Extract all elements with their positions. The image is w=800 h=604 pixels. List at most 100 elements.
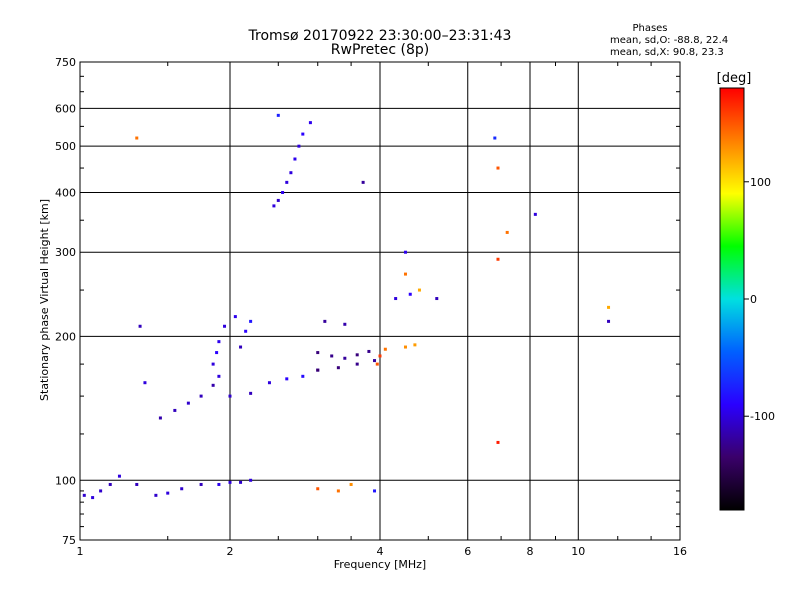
colorbar-tick-label: 100 — [750, 176, 771, 189]
data-point — [166, 491, 170, 495]
data-point — [158, 416, 162, 420]
x-tick-label: 16 — [673, 545, 687, 558]
data-point — [228, 394, 232, 398]
data-point — [276, 198, 280, 202]
x-tick-label: 10 — [571, 545, 585, 558]
data-point — [293, 157, 297, 161]
y-axis-label: Stationary phase Virtual Height [km] — [38, 199, 51, 401]
data-point — [82, 493, 86, 497]
data-point — [308, 121, 312, 125]
phases-heading: Phases — [632, 23, 667, 34]
data-point — [316, 351, 320, 355]
data-point — [323, 319, 327, 323]
data-point — [199, 482, 203, 486]
x-tick-label: 8 — [527, 545, 534, 558]
data-point — [91, 496, 95, 500]
data-point — [343, 356, 347, 360]
data-point — [375, 362, 379, 366]
data-point — [496, 440, 500, 444]
chart-subtitle: RwPretec (8p) — [331, 42, 429, 58]
data-point — [496, 166, 500, 170]
data-point — [138, 324, 142, 328]
data-point — [336, 366, 340, 370]
x-tick-label: 4 — [377, 545, 384, 558]
data-point — [330, 354, 334, 358]
chart-title: Tromsø 20170922 23:30:00–23:31:43 — [248, 28, 512, 44]
data-point — [135, 136, 139, 140]
y-axis-ticks: 75 100 200 300 400 500 600 750 — [55, 56, 680, 547]
data-point — [217, 482, 221, 486]
data-point — [289, 171, 293, 175]
data-point — [276, 113, 280, 117]
data-point — [244, 329, 248, 333]
data-point — [285, 180, 289, 184]
data-point — [228, 480, 232, 484]
y-tick-label: 300 — [55, 246, 76, 259]
data-point — [281, 190, 285, 194]
colorbar-label: [deg] — [717, 71, 752, 86]
colorbar-tick-label: 0 — [750, 293, 757, 306]
data-point — [496, 257, 500, 261]
phases-stats-x: mean, sd,X: 90.8, 23.3 — [610, 47, 724, 58]
data-point — [211, 362, 215, 366]
data-point — [373, 489, 377, 493]
data-point — [239, 345, 243, 349]
data-point — [217, 340, 221, 344]
data-point — [223, 324, 227, 328]
data-point — [199, 394, 203, 398]
data-point — [533, 212, 537, 216]
data-point — [367, 349, 371, 353]
data-point — [505, 230, 509, 234]
data-point — [215, 351, 219, 355]
colorbar-ticks: -100 0 100 — [744, 176, 775, 423]
data-point — [403, 345, 407, 349]
data-point — [607, 319, 611, 323]
x-tick-label: 2 — [227, 545, 234, 558]
data-point — [301, 374, 305, 378]
data-point — [417, 288, 421, 292]
plot-frame — [79, 61, 681, 541]
data-point — [361, 180, 365, 184]
data-point — [99, 489, 103, 493]
data-point — [249, 478, 253, 482]
data-point — [403, 272, 407, 276]
data-point — [435, 297, 439, 301]
data-point — [394, 297, 398, 301]
y-tick-label: 200 — [55, 330, 76, 343]
data-point — [272, 204, 276, 208]
data-point — [383, 347, 387, 351]
y-tick-label: 75 — [62, 534, 76, 547]
colorbar-tick-label: -100 — [750, 410, 775, 423]
data-point — [316, 487, 320, 491]
data-point — [403, 250, 407, 254]
data-point — [249, 319, 253, 323]
y-tick-label: 100 — [55, 474, 76, 487]
data-point — [607, 305, 611, 309]
data-point — [355, 353, 359, 357]
data-point — [413, 343, 417, 347]
data-point — [108, 482, 112, 486]
data-point — [211, 383, 215, 387]
data-point — [186, 401, 190, 405]
data-point — [180, 487, 184, 491]
grid-lines — [80, 62, 680, 540]
data-point — [285, 377, 289, 381]
data-point — [378, 354, 382, 358]
y-tick-label: 600 — [55, 102, 76, 115]
x-tick-label: 6 — [464, 545, 471, 558]
data-point — [143, 381, 147, 385]
data-point — [343, 322, 347, 326]
data-point — [217, 374, 221, 378]
data-point — [301, 132, 305, 136]
data-point — [355, 362, 359, 366]
data-point — [117, 474, 121, 478]
y-tick-label: 400 — [55, 186, 76, 199]
phases-stats-o: mean, sd,O: -88.8, 22.4 — [610, 35, 728, 46]
data-point — [349, 482, 353, 486]
data-points — [82, 113, 611, 500]
data-point — [408, 292, 412, 296]
data-point — [316, 368, 320, 372]
data-point — [373, 359, 377, 363]
data-point — [233, 315, 237, 319]
